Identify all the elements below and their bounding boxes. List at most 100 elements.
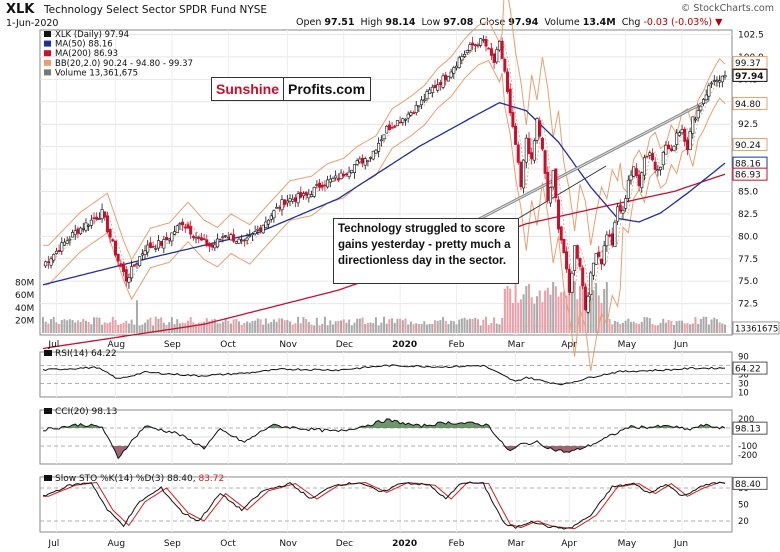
candle-body [237,238,241,244]
candle-body [626,179,630,199]
candle-body [578,258,582,267]
candle-body [581,267,585,287]
volume-bar [84,320,87,333]
volume-bar [176,319,179,333]
volume-bar [683,323,686,333]
volume-bar [87,322,90,333]
price-tick-label: 92.5 [738,120,758,130]
candle-body [218,238,222,241]
candle-body [318,182,322,188]
candle-body [250,233,254,236]
candle-body [481,39,485,41]
candle-body [710,82,714,85]
x-tick-label-bottom: Oct [220,539,236,549]
candle-body [49,258,53,266]
price-tag-label: 97.94 [735,72,763,82]
volume-bar [587,294,590,333]
volume-bar [600,302,603,333]
candle-body [712,80,716,82]
candle-body [548,187,552,204]
candle-body [452,67,456,74]
volume-bar [216,323,219,333]
cci-oversold-fill [43,446,725,459]
volume-bar [544,290,547,333]
volume-bar [439,320,442,333]
volume-bar [554,286,557,333]
volume-bar [517,302,520,333]
volume-bar [334,321,337,333]
candle-body [473,44,477,47]
candle-body [621,210,625,214]
candle-body [291,198,295,202]
candle-body [240,239,244,242]
candle-body [720,75,724,83]
volume-bar [536,296,539,333]
candle-body [328,178,332,183]
candle-body [648,152,652,156]
volume-bar [358,318,361,333]
volume-bar [350,325,353,333]
candle-body [460,56,464,61]
volume-bar [42,317,44,333]
volume-bar [420,323,423,333]
rsi-line [42,364,726,386]
candle-body [559,226,563,241]
candle-body [165,237,169,241]
candle-body [538,120,542,137]
candle-body [87,224,91,227]
candle-body [463,54,467,57]
volume-bar [79,321,82,333]
candle-body [84,222,88,231]
legend-swatch [44,59,51,66]
volume-bar [208,320,211,333]
candle-body [562,239,566,254]
volume-bar [52,316,55,333]
volume-bar [417,323,420,333]
slow_sto-label-swatch [44,475,52,481]
candle-body [715,79,719,82]
candle-body [484,39,488,47]
bollinger-upper-line [43,0,726,261]
price-tick-label: 72.5 [738,300,758,310]
volume-bar [267,323,270,333]
volume-bar [238,321,241,333]
candle-body [261,224,265,234]
candle-body [105,215,109,233]
volume-bar [573,281,576,333]
cci-pane-label: CCI(20) 98.13 [55,407,117,417]
volume-bar [407,324,410,333]
candle-body [629,174,633,181]
annotation-pointer [518,165,607,219]
volume-bar [474,317,477,333]
candle-body [95,216,99,220]
candle-body [468,44,472,51]
candle-body [272,210,276,219]
candle-body [675,132,679,145]
candle-body [583,286,587,310]
candle-body [618,204,622,212]
candle-body [283,199,287,205]
volume-bar [541,302,544,333]
volume-bar [452,321,455,333]
x-tick-label-bottom: May [618,539,637,549]
volume-bar [95,317,98,333]
volume-bar [213,318,216,333]
sto-pane-label: Slow STO %K(14) %D(3) 88.40, 83.72 [55,474,224,484]
candle-body [436,84,440,91]
volume-tick-label: 60M [15,291,34,301]
candle-body [350,169,354,173]
candle-body [175,225,179,234]
candle-body [232,234,236,242]
volume-bar [450,320,453,333]
slow_sto-pane-frame [39,476,733,533]
candle-body [704,94,708,101]
volume-bar [579,285,582,333]
candle-body [127,277,131,283]
volume-bar [391,318,394,333]
candle-body [401,118,405,123]
candle-body [471,42,475,46]
candle-body [326,179,330,188]
volume-bar [119,324,122,333]
candle-body [258,227,262,231]
candle-body [519,161,523,188]
